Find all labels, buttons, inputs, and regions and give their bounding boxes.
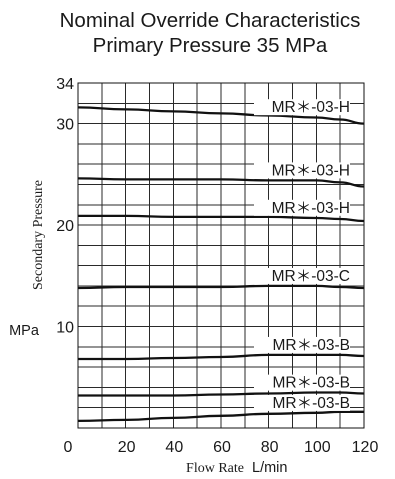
series-label-bg (254, 336, 350, 353)
series-label-bg (254, 199, 350, 216)
y-tick-label: 10 (56, 320, 74, 337)
series-label-bg (254, 162, 350, 179)
series-line-4 (77, 284, 365, 290)
chart-title: Nominal Override Characteristics (60, 9, 361, 32)
x-axis-label: Flow Rate (186, 461, 244, 476)
y-axis-label: Secondary Pressure (31, 180, 46, 290)
plot-frame (77, 82, 365, 429)
series-line-7 (77, 410, 364, 423)
series-line-5 (78, 353, 365, 361)
x-tick-label: 20 (118, 439, 136, 456)
series-label-bg (254, 394, 350, 411)
series-line-3 (78, 214, 365, 223)
series-label-2: MR＊-03-H (272, 162, 350, 179)
series-line-2 (77, 177, 365, 188)
series-label-7: MR＊-03-B (272, 395, 350, 412)
y-tick-label: 20 (56, 218, 74, 235)
series-label-bg (254, 267, 350, 284)
series-label-bg (254, 99, 350, 116)
x-tick-label: 0 (64, 439, 73, 456)
chart-subtitle: Primary Pressure 35 MPa (93, 34, 328, 57)
y-axis-unit: MPa (9, 323, 40, 339)
x-axis-unit: L/min (252, 460, 287, 476)
series-label-bg (254, 374, 350, 391)
series-label-6: MR＊-03-B (272, 375, 350, 392)
y-tick-label: 34 (56, 76, 74, 93)
series-label-1: MR＊-03-H (272, 99, 350, 116)
series-label-5: MR＊-03-B (272, 337, 350, 354)
series-label-3: MR＊-03-H (272, 200, 350, 217)
series-curves (77, 106, 365, 423)
x-tick-label: 60 (213, 439, 231, 456)
y-tick-label: 30 (56, 117, 74, 134)
series-labels: MR＊-03-H MR＊-03-H MR＊-03-H MR＊-03-C MR＊-03-B… (254, 99, 350, 412)
series-line-6 (77, 391, 365, 397)
y-tick-labels: 10 20 30 34 (56, 76, 74, 337)
x-tick-label: 40 (165, 439, 183, 456)
x-tick-label: 100 (304, 439, 331, 456)
series-label-4: MR＊-03-C (272, 268, 350, 285)
series-line-1 (77, 106, 365, 125)
x-tick-labels: 0 20 40 60 80 100 120 (64, 439, 379, 456)
x-tick-label: 80 (261, 439, 279, 456)
x-tick-label: 120 (352, 439, 379, 456)
